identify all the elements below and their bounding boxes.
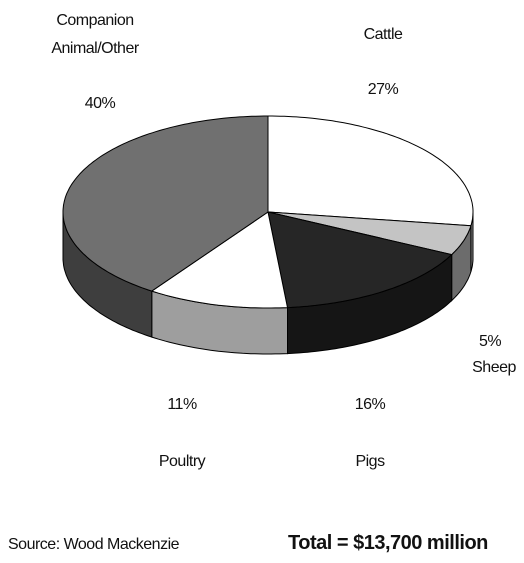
value-label: 27%	[367, 81, 399, 98]
slice	[267, 115, 474, 227]
value-label: 5%	[478, 333, 502, 350]
slice	[150, 211, 289, 309]
category-label: Cattle	[363, 26, 403, 43]
slice	[267, 211, 472, 256]
value-label: 16%	[354, 396, 386, 413]
category-label: Pigs	[355, 453, 385, 470]
category-label: Poultry	[158, 453, 206, 470]
source: Source: Wood Mackenzie	[8, 536, 180, 553]
category-label: Sheep	[472, 359, 516, 376]
category-label: Companion Animal/Other	[51, 12, 139, 57]
value-label: 40%	[84, 95, 116, 112]
value-label: 11%	[167, 396, 197, 413]
slice	[267, 211, 453, 309]
slice	[62, 115, 269, 292]
total-note: Total = $13,700 million	[288, 532, 488, 554]
